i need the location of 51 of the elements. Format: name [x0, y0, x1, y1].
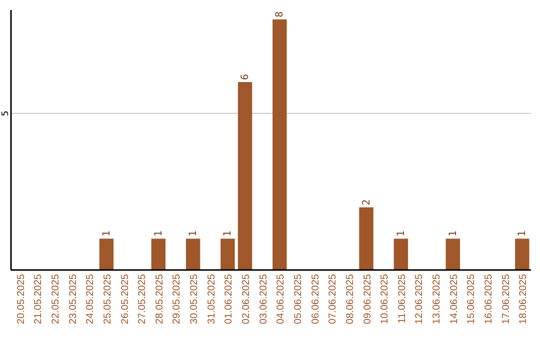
data-label: 2 — [361, 199, 372, 206]
data-label: 1 — [448, 230, 459, 237]
bar — [186, 238, 200, 270]
bar — [99, 238, 114, 270]
x-tick-label: 27.05.2025 — [137, 274, 148, 324]
x-tick-label: 23.05.2025 — [68, 274, 79, 324]
x-tick-label: 24.05.2025 — [85, 274, 96, 324]
x-tick-label: 30.05.2025 — [189, 274, 200, 324]
x-tick-label: 01.06.2025 — [224, 274, 235, 324]
x-tick-label: 31.05.2025 — [206, 274, 218, 324]
bar — [151, 238, 166, 270]
bar — [446, 238, 460, 270]
bar — [220, 238, 235, 270]
x-tick-label: 18.06.2025 — [518, 274, 530, 324]
x-tick-label: 10.06.2025 — [380, 274, 391, 324]
x-tick-label: 04.06.2025 — [276, 274, 287, 324]
x-tick-label: 21.05.2025 — [33, 274, 44, 324]
x-tick-label: 20.05.2025 — [16, 274, 27, 324]
data-label: 1 — [396, 230, 407, 237]
x-tick-label: 03.06.2025 — [258, 274, 270, 324]
data-label: 8 — [274, 11, 286, 18]
x-tick-label: 05.06.2025 — [292, 274, 304, 324]
x-tick-label: 02.06.2025 — [241, 274, 252, 324]
x-tick-label: 12.06.2025 — [414, 274, 426, 324]
x-tick-label: 15.06.2025 — [466, 274, 478, 324]
x-tick-label: 22.05.2025 — [50, 274, 62, 324]
x-tick-label: 14.06.2025 — [448, 274, 460, 324]
data-label: 6 — [240, 74, 252, 80]
x-tick-label: 29.05.2025 — [172, 274, 183, 324]
x-tick-label: 13.06.2025 — [432, 274, 443, 324]
bar — [272, 19, 287, 270]
x-tick-label: 09.06.2025 — [362, 274, 374, 324]
x-tick-label: 16.06.2025 — [484, 274, 495, 324]
x-tick-label: 08.06.2025 — [344, 274, 356, 324]
data-label: 1 — [222, 230, 234, 237]
data-label: 1 — [188, 230, 200, 237]
y-tick-label: 5 — [1, 110, 11, 116]
x-tick-label: 26.05.2025 — [120, 274, 131, 324]
x-tick-label: 07.06.2025 — [328, 274, 339, 324]
bar — [359, 207, 374, 270]
x-tick-label: 28.05.2025 — [154, 274, 166, 324]
data-label: 1 — [101, 230, 112, 237]
x-tick-label: 06.06.2025 — [310, 274, 322, 324]
bar — [515, 238, 530, 270]
x-tick-label: 17.06.2025 — [500, 274, 512, 324]
bar — [394, 238, 408, 270]
bar — [238, 82, 252, 270]
x-tick-label: 11.06.2025 — [396, 274, 408, 324]
data-label: 1 — [153, 230, 164, 237]
data-label: 1 — [517, 230, 528, 237]
x-tick-label: 25.05.2025 — [102, 274, 114, 324]
